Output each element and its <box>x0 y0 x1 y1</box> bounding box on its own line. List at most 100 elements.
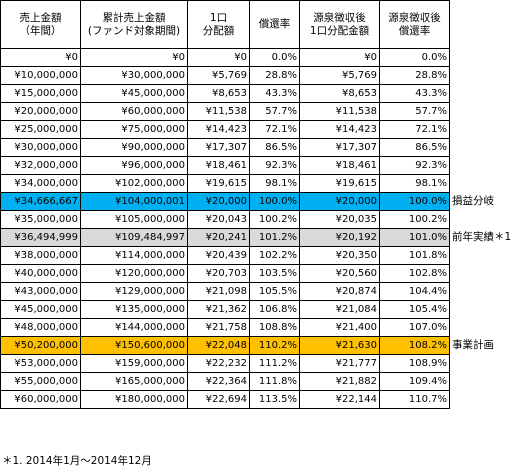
cell-after-tax-distribution: ¥22,144 <box>299 390 380 409</box>
cell-redemption-rate: 100.0% <box>249 192 300 211</box>
cell-after-tax-redemption-rate: 108.2% <box>379 336 450 355</box>
cell-cumulative-sales: ¥30,000,000 <box>80 66 188 85</box>
cell-redemption-rate: 28.8% <box>249 66 300 85</box>
cell-after-tax-redemption-rate: 105.4% <box>379 300 450 319</box>
distribution-table-container: 売上金額 （年間） 累計売上金額 (ファンド対象期間) 1口 分配額 償還率 源… <box>0 0 450 409</box>
table-row: ¥48,000,000 ¥144,000,000 ¥21,758 108.8% ¥21,… <box>0 318 450 337</box>
footnote: ＊1. 2014年1月〜2014年12月 <box>2 455 152 467</box>
cell-cumulative-sales: ¥129,000,000 <box>80 282 188 301</box>
cell-cumulative-sales: ¥135,000,000 <box>80 300 188 319</box>
header-line: (ファンド対象期間) <box>87 24 181 37</box>
cell-after-tax-redemption-rate: 100.2% <box>379 210 450 229</box>
cell-annual-sales: ¥34,666,667 <box>0 192 81 211</box>
cell-after-tax-redemption-rate: 109.4% <box>379 372 450 391</box>
cell-redemption-rate: 113.5% <box>249 390 300 409</box>
header-cumulative-sales: 累計売上金額 (ファンド対象期間) <box>80 0 188 49</box>
cell-cumulative-sales: ¥159,000,000 <box>80 354 188 373</box>
header-line: 累計売上金額 <box>102 11 166 24</box>
cell-cumulative-sales: ¥102,000,000 <box>80 174 188 193</box>
cell-distribution-per-unit: ¥14,423 <box>187 120 250 139</box>
cell-cumulative-sales: ¥180,000,000 <box>80 390 188 409</box>
header-after-tax-redemption-rate: 源泉徴収後 償還率 <box>379 0 450 49</box>
table-row: ¥20,000,000 ¥60,000,000 ¥11,538 57.7% ¥11,53… <box>0 102 450 121</box>
table-row: ¥38,000,000 ¥114,000,000 ¥20,439 102.2% ¥20,… <box>0 246 450 265</box>
cell-after-tax-distribution: ¥17,307 <box>299 138 380 157</box>
table-row: ¥53,000,000 ¥159,000,000 ¥22,232 111.2% ¥21,… <box>0 354 450 373</box>
distribution-table: 売上金額 （年間） 累計売上金額 (ファンド対象期間) 1口 分配額 償還率 源… <box>0 0 450 409</box>
cell-redemption-rate: 0.0% <box>249 48 300 67</box>
header-after-tax-distribution: 源泉徴収後 1口分配金額 <box>299 0 380 49</box>
cell-distribution-per-unit: ¥19,615 <box>187 174 250 193</box>
cell-after-tax-distribution: ¥20,350 <box>299 246 380 265</box>
cell-cumulative-sales: ¥60,000,000 <box>80 102 188 121</box>
cell-annual-sales: ¥55,000,000 <box>0 372 81 391</box>
cell-distribution-per-unit: ¥22,048 <box>187 336 250 355</box>
cell-annual-sales: ¥38,000,000 <box>0 246 81 265</box>
cell-cumulative-sales: ¥144,000,000 <box>80 318 188 337</box>
cell-redemption-rate: 92.3% <box>249 156 300 175</box>
cell-cumulative-sales: ¥0 <box>80 48 188 67</box>
table-row: ¥45,000,000 ¥135,000,000 ¥21,362 106.8% ¥21,… <box>0 300 450 319</box>
cell-after-tax-distribution: ¥20,192 <box>299 228 380 247</box>
cell-after-tax-distribution: ¥21,400 <box>299 318 380 337</box>
header-line: 1口 <box>209 11 228 24</box>
cell-cumulative-sales: ¥109,484,997 <box>80 228 188 247</box>
cell-redemption-rate: 100.2% <box>249 210 300 229</box>
header-redemption-rate: 償還率 <box>249 0 300 49</box>
cell-distribution-per-unit: ¥20,241 <box>187 228 250 247</box>
cell-after-tax-distribution: ¥20,874 <box>299 282 380 301</box>
table-row: ¥25,000,000 ¥75,000,000 ¥14,423 72.1% ¥14,42… <box>0 120 450 139</box>
cell-after-tax-distribution: ¥18,461 <box>299 156 380 175</box>
cell-after-tax-redemption-rate: 102.8% <box>379 264 450 283</box>
cell-cumulative-sales: ¥120,000,000 <box>80 264 188 283</box>
cell-after-tax-distribution: ¥21,882 <box>299 372 380 391</box>
cell-after-tax-redemption-rate: 98.1% <box>379 174 450 193</box>
cell-after-tax-redemption-rate: 92.3% <box>379 156 450 175</box>
row-note: 損益分岐 <box>452 195 494 207</box>
cell-after-tax-distribution: ¥8,653 <box>299 84 380 103</box>
cell-after-tax-redemption-rate: 107.0% <box>379 318 450 337</box>
cell-annual-sales: ¥45,000,000 <box>0 300 81 319</box>
header-line: 償還率 <box>258 18 291 30</box>
cell-annual-sales: ¥32,000,000 <box>0 156 81 175</box>
table-body: ¥0 ¥0 ¥0 0.0% ¥0 0.0% ¥10,000,000 ¥30,000,000 ¥5… <box>0 48 450 409</box>
cell-after-tax-distribution: ¥5,769 <box>299 66 380 85</box>
cell-cumulative-sales: ¥114,000,000 <box>80 246 188 265</box>
cell-annual-sales: ¥0 <box>0 48 81 67</box>
cell-distribution-per-unit: ¥18,461 <box>187 156 250 175</box>
cell-redemption-rate: 98.1% <box>249 174 300 193</box>
cell-after-tax-redemption-rate: 72.1% <box>379 120 450 139</box>
header-line: 1口分配金額 <box>309 24 370 37</box>
cell-distribution-per-unit: ¥22,694 <box>187 390 250 409</box>
cell-after-tax-distribution: ¥21,777 <box>299 354 380 373</box>
cell-after-tax-redemption-rate: 43.3% <box>379 84 450 103</box>
table-row: ¥10,000,000 ¥30,000,000 ¥5,769 28.8% ¥5,769 2… <box>0 66 450 85</box>
table-row: ¥36,494,999 ¥109,484,997 ¥20,241 101.2% ¥20,… <box>0 228 450 247</box>
cell-annual-sales: ¥30,000,000 <box>0 138 81 157</box>
table-row: ¥55,000,000 ¥165,000,000 ¥22,364 111.8% ¥21,… <box>0 372 450 391</box>
cell-redemption-rate: 111.2% <box>249 354 300 373</box>
table-row: ¥34,000,000 ¥102,000,000 ¥19,615 98.1% ¥19,6… <box>0 174 450 193</box>
cell-cumulative-sales: ¥90,000,000 <box>80 138 188 157</box>
cell-distribution-per-unit: ¥5,769 <box>187 66 250 85</box>
table-row: ¥60,000,000 ¥180,000,000 ¥22,694 113.5% ¥22,… <box>0 390 450 409</box>
cell-distribution-per-unit: ¥17,307 <box>187 138 250 157</box>
cell-annual-sales: ¥50,200,000 <box>0 336 81 355</box>
cell-after-tax-redemption-rate: 0.0% <box>379 48 450 67</box>
cell-after-tax-redemption-rate: 28.8% <box>379 66 450 85</box>
cell-distribution-per-unit: ¥20,703 <box>187 264 250 283</box>
header-row: 売上金額 （年間） 累計売上金額 (ファンド対象期間) 1口 分配額 償還率 源… <box>0 0 450 49</box>
header-annual-sales: 売上金額 （年間） <box>0 0 81 49</box>
table-row: ¥15,000,000 ¥45,000,000 ¥8,653 43.3% ¥8,653 4… <box>0 84 450 103</box>
cell-redemption-rate: 110.2% <box>249 336 300 355</box>
cell-redemption-rate: 102.2% <box>249 246 300 265</box>
header-distribution-per-unit: 1口 分配額 <box>187 0 250 49</box>
cell-after-tax-redemption-rate: 108.9% <box>379 354 450 373</box>
cell-after-tax-distribution: ¥0 <box>299 48 380 67</box>
cell-redemption-rate: 103.5% <box>249 264 300 283</box>
cell-distribution-per-unit: ¥20,000 <box>187 192 250 211</box>
table-row: ¥34,666,667 ¥104,000,001 ¥20,000 100.0% ¥20,… <box>0 192 450 211</box>
cell-redemption-rate: 57.7% <box>249 102 300 121</box>
cell-distribution-per-unit: ¥22,364 <box>187 372 250 391</box>
cell-annual-sales: ¥43,000,000 <box>0 282 81 301</box>
